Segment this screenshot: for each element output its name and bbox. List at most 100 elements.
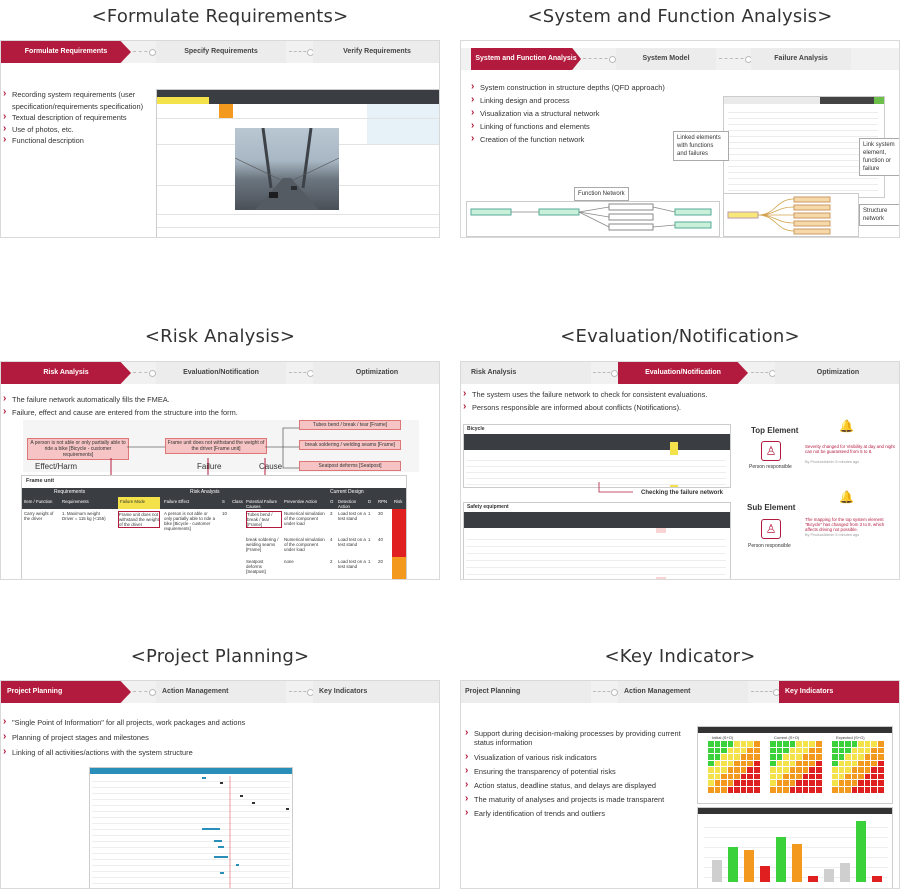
heatmap-cell (726, 740, 735, 749)
heatmap-cell (870, 759, 879, 768)
tab-system-model[interactable]: System Model (616, 48, 716, 70)
tab-key-indicators[interactable]: Key Indicators (779, 681, 899, 703)
heatmap-cell (769, 766, 778, 775)
tab-separator (719, 56, 752, 63)
heatmap-cell (707, 772, 716, 781)
heatmap-cell (713, 759, 722, 768)
tab-project-planning[interactable]: Project Planning (461, 681, 591, 703)
heatmap-cell (831, 740, 840, 749)
heatmap-title: Expected (S+O) (836, 735, 865, 740)
tab-bar: Project Planning Action Management Key I… (1, 681, 439, 703)
heatmap-cell (863, 785, 872, 794)
heatmap-cell (808, 772, 817, 781)
bullet-item: Visualization via a structural network (471, 106, 731, 120)
cell-d: 1 (368, 559, 371, 564)
bar (792, 843, 802, 882)
heatmap-cell (863, 772, 872, 781)
function-network-preview (466, 201, 720, 237)
bullet-item: Planning of project stages and milestone… (3, 729, 303, 745)
tab-specify-requirements[interactable]: Specify Requirements (156, 41, 286, 63)
bullet-list: System construction in structure depths … (471, 80, 731, 146)
heatmap-cell (752, 779, 761, 788)
tab-formulate-requirements[interactable]: Formulate Requirements (1, 41, 131, 63)
heatmap-cell (801, 785, 810, 794)
heatmap-cell (801, 753, 810, 762)
orange-marker (219, 104, 233, 118)
heatmap-expected (831, 740, 885, 794)
group-requirements: Requirements (54, 489, 86, 495)
heatmap-cell (850, 766, 859, 775)
tree-header-dark (820, 97, 884, 104)
heatmap-cell (837, 740, 846, 749)
heatmap-cell (814, 759, 823, 768)
heatmap-cell (863, 766, 872, 775)
tab-key-indicators[interactable]: Key Indicators (313, 681, 439, 703)
heatmap-cell (857, 746, 866, 755)
cell-o: 2 (330, 559, 333, 564)
heatmap-cell (713, 772, 722, 781)
heatmap-cell (707, 753, 716, 762)
tab-failure-analysis[interactable]: Failure Analysis (751, 48, 851, 70)
cell-cause: break soldering / welding seams [Frame] (246, 537, 279, 552)
heatmap-cell (782, 753, 791, 762)
heatmap-cell (863, 753, 872, 762)
tab-risk-analysis[interactable]: Risk Analysis (461, 362, 591, 384)
tab-action-management[interactable]: Action Management (156, 681, 286, 703)
tab-separator (593, 689, 618, 696)
bar-chart-preview (697, 807, 893, 888)
col-o: O (330, 499, 334, 504)
heatmap-cell (814, 766, 823, 775)
bar (728, 846, 738, 882)
cell-preventive: none (284, 559, 294, 564)
heatmap-title: Current (S+O) (774, 735, 800, 740)
tree-lines (728, 107, 878, 195)
heatmap-cell (870, 779, 879, 788)
heatmap-cell (850, 772, 859, 781)
heatmap-cell (769, 785, 778, 794)
heatmap-cell (808, 759, 817, 768)
heatmap-cell (870, 785, 879, 794)
col-d: D (368, 499, 372, 504)
heatmap-cell (857, 740, 866, 749)
tab-optimization[interactable]: Optimization (313, 362, 439, 384)
heatmap-cell (814, 779, 823, 788)
tab-optimization[interactable]: Optimization (775, 362, 899, 384)
cell-cause: Tubes bend / break / tear [Frame] (246, 511, 282, 528)
heatmap-cell (733, 740, 742, 749)
heatmap-cell (733, 785, 742, 794)
heatmap-cell (720, 753, 729, 762)
heatmap-cell (863, 746, 872, 755)
col-causes: Potential Failure Causes (246, 499, 278, 509)
bar-chart-header (698, 808, 892, 814)
heatmap-cell (788, 766, 797, 775)
heatmap-cell (814, 753, 823, 762)
bullet-item: Textual description of requirements (3, 111, 153, 124)
tab-action-management[interactable]: Action Management (618, 681, 748, 703)
tab-separator (583, 56, 616, 63)
heatmap-cell (801, 772, 810, 781)
heatmap-cell (844, 766, 853, 775)
tab-evaluation-notification[interactable]: Evaluation/Notification (618, 362, 748, 384)
highlight-cell (367, 104, 439, 144)
cause-box-seatpost: Seatpost deforms [Seatpost] (299, 461, 401, 471)
heatmap-cell (752, 740, 761, 749)
heatmap-cell (876, 772, 885, 781)
heatmap-cell (782, 785, 791, 794)
heatmap-cell (775, 772, 784, 781)
tree-header (724, 97, 884, 104)
tab-evaluation-notification[interactable]: Evaluation/Notification (156, 362, 286, 384)
heatmap-cell (844, 753, 853, 762)
heatmap-cell (733, 772, 742, 781)
heatmap-cell (739, 740, 748, 749)
tab-verify-requirements[interactable]: Verify Requirements (313, 41, 439, 63)
heatmap-cell (746, 772, 755, 781)
tab-system-function-analysis[interactable]: System and Function Analysis (471, 48, 581, 70)
bullet-item: Use of photos, etc. (3, 123, 153, 136)
tab-risk-analysis[interactable]: Risk Analysis (1, 362, 131, 384)
col-class: Class (232, 499, 243, 504)
tab-project-planning[interactable]: Project Planning (1, 681, 131, 703)
bullet-item: Support during decision-making processes… (465, 728, 689, 747)
heatmap-cell (844, 785, 853, 794)
table-text (466, 533, 726, 577)
callout-function-network: Function Network (574, 187, 629, 201)
